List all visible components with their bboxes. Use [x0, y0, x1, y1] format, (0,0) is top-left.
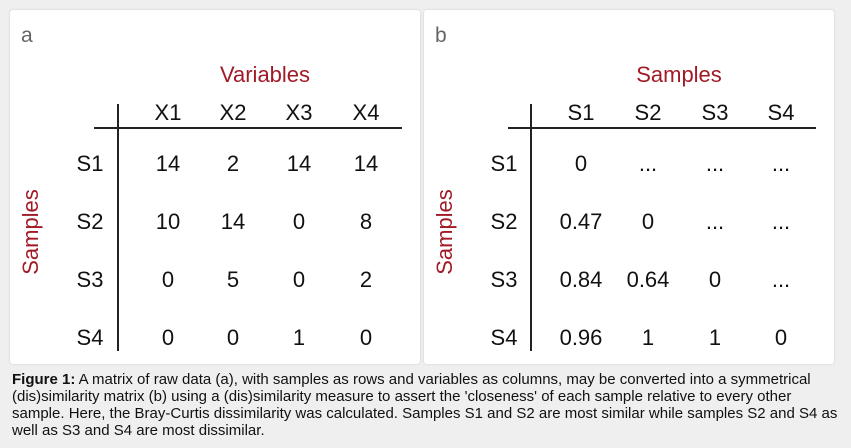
- row-label: S1: [76, 151, 104, 176]
- matrix-cell: 1: [708, 325, 722, 350]
- panel-b: b Samples Samples S1 S2 S3 S4 S1 0......... S2…: [424, 10, 834, 364]
- matrix-cell: 0: [292, 209, 306, 234]
- column-header: S2: [634, 100, 662, 125]
- matrix-cell: 0: [708, 267, 722, 292]
- row-label: S2: [76, 209, 104, 234]
- caption-label: Figure 1:: [12, 371, 76, 388]
- row-label: S4: [490, 325, 518, 350]
- matrix-cell: 10: [155, 209, 181, 234]
- column-header: X4: [352, 100, 380, 125]
- matrix-cell: 1: [292, 325, 306, 350]
- row-label: S1: [490, 151, 518, 176]
- matrix-cell: 0: [574, 151, 588, 176]
- matrix-cell: 0: [359, 325, 373, 350]
- matrix-cell: ...: [638, 151, 658, 176]
- matrix-cell: 0: [641, 209, 655, 234]
- matrix-cell: 0: [226, 325, 240, 350]
- row-axis-title: Samples: [432, 189, 457, 275]
- column-header: X3: [285, 100, 313, 125]
- matrix-cell: 14: [155, 151, 181, 176]
- panel-letter: a: [21, 24, 33, 47]
- matrix-cell: 0: [161, 325, 175, 350]
- row-rule: [530, 104, 532, 351]
- matrix-cell: 0.64: [626, 267, 670, 292]
- matrix-cell: ...: [771, 267, 791, 292]
- column-header: X1: [154, 100, 182, 125]
- row-axis-title: Samples: [18, 189, 43, 275]
- column-axis-title: Samples: [636, 62, 722, 87]
- column-header: S3: [701, 100, 729, 125]
- matrix-cell: 14: [353, 151, 379, 176]
- row-rule: [117, 104, 119, 351]
- matrix-cell: 0.96: [559, 325, 603, 350]
- matrix-cell: ...: [771, 151, 791, 176]
- caption-text: A matrix of raw data (a), with samples a…: [12, 371, 838, 439]
- matrix-cell: 0.47: [559, 209, 603, 234]
- panel-letter: b: [435, 24, 447, 47]
- matrix-cell: 5: [226, 267, 240, 292]
- matrix-cell: 14: [220, 209, 246, 234]
- header-rule: [94, 127, 402, 129]
- matrix-cell: ...: [705, 209, 725, 234]
- matrix-cell: 2: [359, 267, 373, 292]
- matrix-cell: ...: [771, 209, 791, 234]
- column-header: X2: [219, 100, 247, 125]
- row-label: S3: [490, 267, 518, 292]
- column-header: S4: [767, 100, 795, 125]
- matrix-cell: 0: [161, 267, 175, 292]
- row-label: S3: [76, 267, 104, 292]
- header-rule: [508, 127, 816, 129]
- matrix-cell: 0.84: [559, 267, 603, 292]
- matrix-cell: 2: [226, 151, 240, 176]
- figure-caption: Figure 1: A matrix of raw data (a), with…: [12, 371, 842, 439]
- matrix-cell: 8: [359, 209, 373, 234]
- matrix-cell: 14: [286, 151, 312, 176]
- column-header: S1: [567, 100, 595, 125]
- matrix-cell: ...: [705, 151, 725, 176]
- matrix-cell: 0: [774, 325, 788, 350]
- column-axis-title: Variables: [219, 62, 311, 87]
- matrix-cell: 1: [641, 325, 655, 350]
- row-label: S4: [76, 325, 104, 350]
- matrix-cell: 0: [292, 267, 306, 292]
- row-label: S2: [490, 209, 518, 234]
- panel-a: a Variables Samples X1 X2 X3 X4 S1 14 2 14 14 S2 1…: [10, 10, 420, 364]
